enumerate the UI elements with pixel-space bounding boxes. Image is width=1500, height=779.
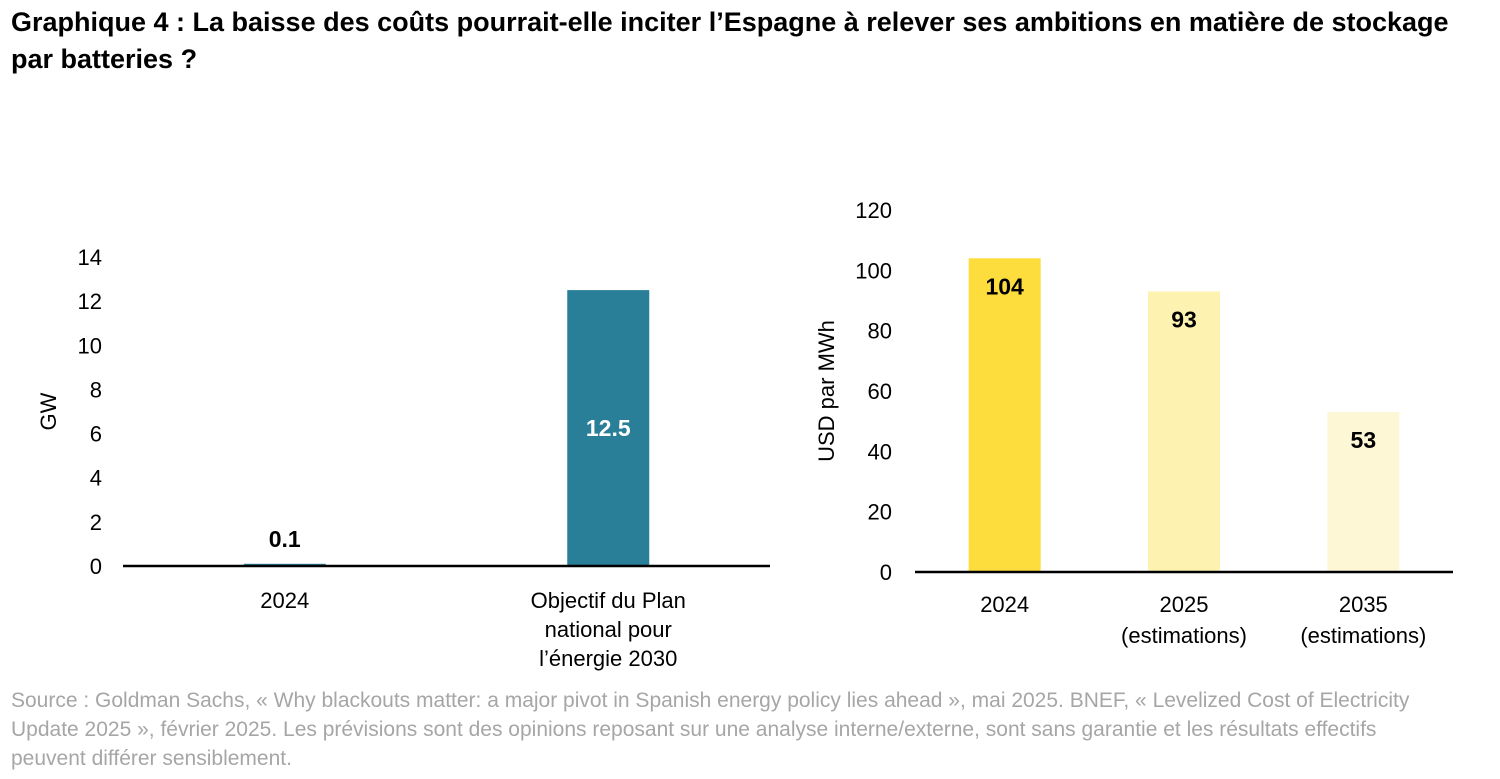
category-label: (estimations) (1121, 623, 1247, 648)
y-axis-label: GW (36, 392, 61, 430)
y-tick-label: 100 (855, 258, 892, 283)
source-note: Source : Goldman Sachs, « Why blackouts … (11, 689, 1410, 770)
bar (968, 258, 1041, 572)
data-label: 53 (1351, 427, 1377, 453)
data-label: 0.1 (269, 526, 301, 552)
category-label: Objectif du Plan (531, 588, 686, 613)
category-label: l’énergie 2030 (539, 646, 677, 671)
y-tick-label: 10 (78, 333, 102, 358)
category-label: national pour (545, 617, 672, 642)
y-tick-label: 120 (855, 198, 892, 223)
y-axis-label: USD par MWh (814, 320, 839, 462)
y-tick-label: 4 (90, 466, 102, 491)
category-label: (estimations) (1300, 623, 1426, 648)
y-tick-label: 8 (90, 377, 102, 402)
y-tick-label: 6 (90, 422, 102, 447)
category-label: 2035 (1339, 592, 1388, 617)
y-tick-label: 14 (78, 245, 102, 270)
bar (1148, 291, 1220, 572)
y-tick-label: 20 (868, 500, 892, 525)
y-tick-label: 40 (868, 439, 892, 464)
y-tick-label: 12 (78, 289, 102, 314)
left-chart: 0 2 4 6 8 10 12 14 GW 0.1 2024 12.5 Objectif du Plan… (36, 245, 770, 671)
y-tick-label: 60 (868, 379, 892, 404)
category-label: 2024 (260, 588, 309, 613)
category-label: 2024 (980, 592, 1029, 617)
right-chart: 0 20 40 60 80 100 120 USD par MWh 104 2024 93 2025 (… (814, 198, 1453, 648)
category-label: 2025 (1160, 592, 1209, 617)
y-tick-label: 2 (90, 510, 102, 535)
data-label: 104 (985, 273, 1024, 299)
bar (567, 290, 650, 566)
bar (1327, 412, 1400, 572)
y-tick-label: 80 (868, 319, 892, 344)
data-label: 93 (1171, 306, 1197, 332)
data-label: 12.5 (586, 415, 631, 441)
chart-title: Graphique 4 : La baisse des coûts pourra… (11, 7, 1449, 74)
y-tick-label: 0 (880, 560, 892, 585)
y-tick-label: 0 (90, 554, 102, 579)
